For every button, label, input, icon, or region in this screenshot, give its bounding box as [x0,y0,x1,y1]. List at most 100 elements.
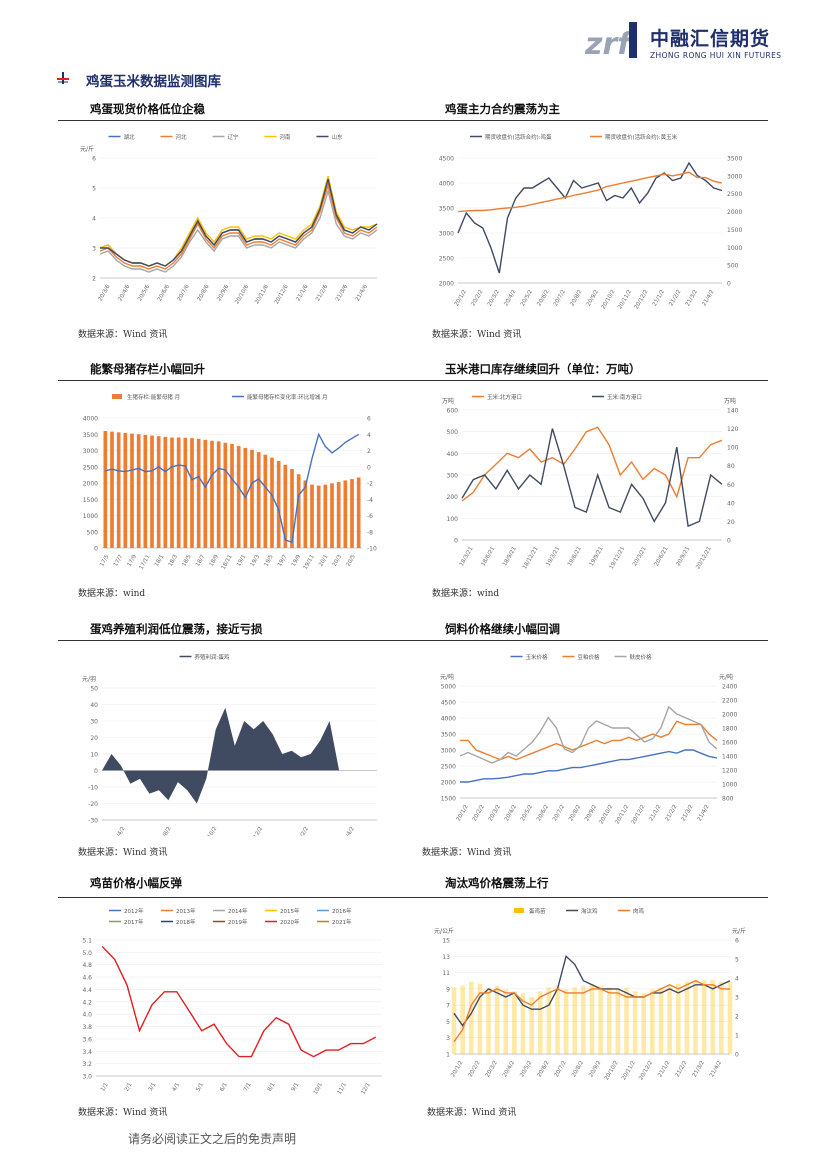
y2-tick-label: 0 [727,281,731,288]
x-tick-label: 4/1 [172,1082,182,1093]
y2-tick-label: 40 [727,500,735,507]
x-tick-label: 21/4/2 [709,1060,723,1078]
panel-title-culled-hen: 淘汰鸡价格震荡上行 [445,876,549,890]
x-tick-label: 21/4/6 [355,284,369,303]
divider [58,640,768,641]
y-tick-label: 3.6 [82,1036,92,1043]
legend-label: 湖北 [124,133,136,141]
x-tick-label: 20/11/6 [254,284,270,306]
y-tick-label: 4.0 [82,1012,92,1019]
chart-chick-price: 3.0 3.2 3.4 3.6 3.8 4.0 4.2 4.4 4.6 4.8 5.0 5.1 1/1 2… [82,907,382,1094]
y-tick-label: 10 [90,752,98,759]
x-tick-label: 20/3/21 [632,546,648,567]
panel-title-egg-spot: 鸡蛋现货价格低位企稳 [90,102,205,116]
x-tick-label: 10/1 [313,1082,324,1094]
y-tick-label: 2000 [83,481,98,488]
y2-tick-label: 0 [735,1052,739,1059]
x-tick-label: 20/8/2 [569,289,583,307]
y-tick-label: 2500 [83,464,98,471]
y2-tick-label: 5 [735,957,739,964]
y-tick-label: 30 [90,719,98,726]
x-tick-label: 20/12/2 [248,826,264,836]
x-tick-label: 20/4/2 [113,826,127,836]
company-logo-mark: zrf [585,22,637,60]
y2-tick-label: 1600 [722,740,737,747]
y-tick-label: 4.2 [82,999,92,1006]
y-tick-label: 4500 [441,700,456,707]
line-series [457,161,723,274]
x-tick-label: 1/1 [100,1082,110,1093]
bar [719,981,724,1054]
bar [563,989,569,1054]
x-tick-label: 17/11 [139,554,152,571]
bar [183,437,188,548]
area-series [102,707,377,804]
y2-tick-label: 60 [727,482,735,489]
y-tick-label: 3500 [439,206,454,213]
panel-source-egg-spot: 数据来源：Wind 资讯 [78,330,168,340]
x-tick-label: 19/5 [263,554,275,568]
x-tick-label: 20/12/2 [631,804,647,825]
x-tick-label: 20/1/2 [454,289,468,307]
x-tick-label: 20/5/2 [520,289,534,307]
y-tick-label: 4000 [83,416,98,423]
x-tick-label: 20/4/2 [504,804,518,822]
x-tick-label: 18/5 [181,554,193,568]
y-tick-label: -10 [88,785,98,792]
logo-english-name: ZHONG RONG HUI XIN FUTURES [650,51,782,60]
cross-bullet-icon [57,72,69,84]
bar [310,484,314,548]
x-tick-label: 19/7 [277,554,289,568]
panel-source-egg-futures: 数据来源：Wind 资讯 [432,330,522,340]
x-tick-label: 20/10/2 [604,1060,620,1081]
legend-label: 山东 [332,133,344,141]
y2-tick-label: 6 [367,416,371,423]
x-tick-label: 20/11/2 [621,1060,637,1081]
chart-feed-price: 1500 2000 2500 3000 3500 4000 4500 5000 800 1000 1… [440,653,737,825]
y-tick-label: 9 [446,986,450,993]
legend-label: 2020年 [280,918,300,926]
y2-tick-label: 4 [367,432,371,439]
y2-tick-label: 0 [727,538,731,545]
x-tick-label: 18/9 [209,554,221,568]
y-tick-label: 15 [442,938,450,945]
x-tick-label: 20/9/2 [584,804,598,822]
line-series [101,946,377,1058]
bar [572,987,578,1054]
bar [210,440,214,548]
bar [263,454,268,548]
legend-swatch [112,394,122,399]
bar [103,431,108,548]
y2-tick-label: 2000 [727,209,742,216]
y-tick-label: 3500 [441,732,456,739]
y-tick-label: 5 [92,186,96,193]
legend-label: 蛋鸡苗 [529,907,546,915]
y-tick-label: 4000 [441,716,456,723]
y-tick-label: 1000 [83,513,98,520]
legend-label: 2015年 [280,907,300,915]
panel-source-corn-port: 数据来源：wind [432,589,500,599]
legend-label: 玉米价格 [526,653,549,661]
y-tick-label: 5 [446,1019,450,1026]
legend-label: 河南 [280,133,292,141]
bar [693,979,698,1054]
bar [290,469,294,548]
x-tick-label: 3/1 [148,1082,158,1093]
bar [123,432,128,548]
y-tick-label: 3000 [441,748,456,755]
y-tick-label: 600 [447,408,459,415]
y-tick-label: -20 [88,801,98,808]
legend-label: 2019年 [228,918,248,926]
x-tick-label: 19/12/21 [609,546,627,570]
x-tick-label: 20/3/2 [488,804,502,822]
legend-label: 2021年 [332,918,352,926]
y-tick-label: 4.6 [82,975,92,982]
y-tick-label: 2500 [441,764,456,771]
bar [136,434,141,548]
line-series [460,749,718,783]
legend-label: 豆粕价格 [578,653,601,661]
y-tick-label: 3.8 [82,1024,92,1031]
y-axis-label: 元/公斤 [434,927,454,935]
y-tick-label: 4 [92,216,96,223]
x-tick-label: 20/7/2 [552,804,566,822]
